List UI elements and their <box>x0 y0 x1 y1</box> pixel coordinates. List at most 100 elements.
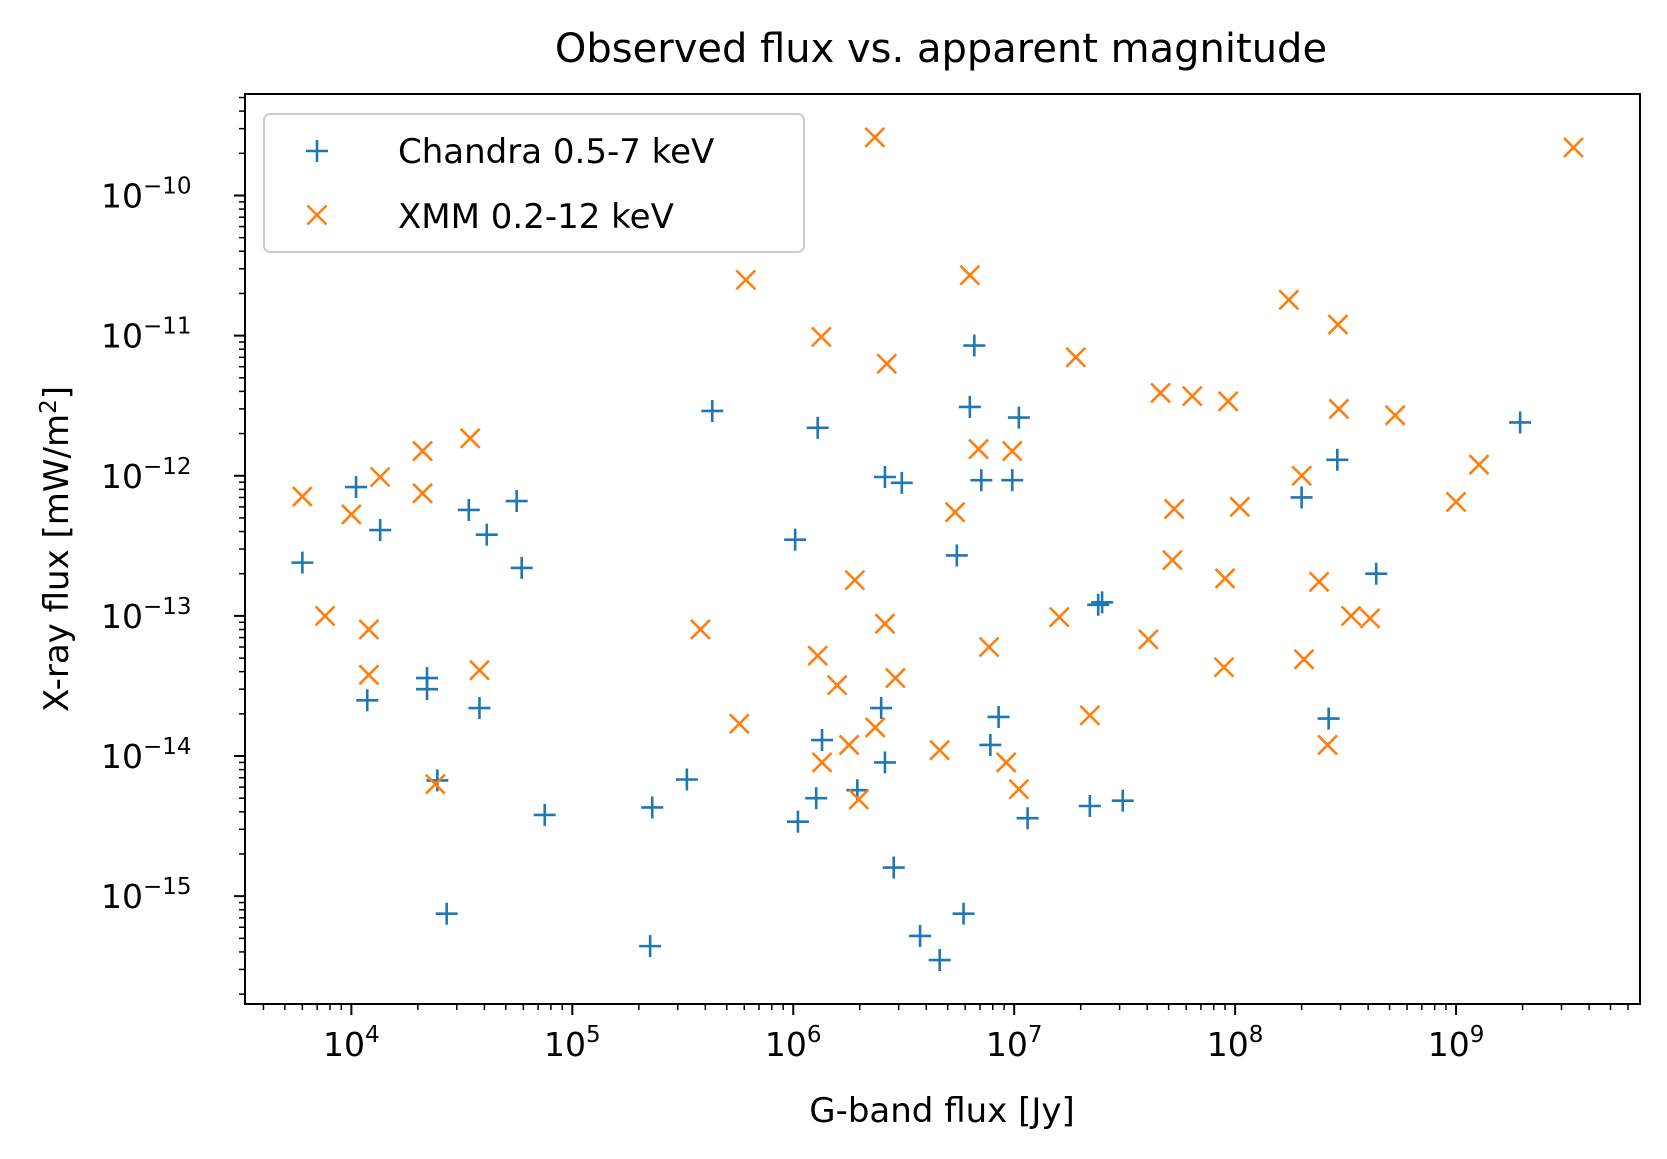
chandra-point <box>435 902 458 925</box>
xmm-point <box>1001 440 1023 462</box>
xmm-point <box>424 773 446 795</box>
chandra-point <box>1016 807 1039 830</box>
chandra-point <box>909 924 932 947</box>
y-tick-exp: −15 <box>143 874 192 900</box>
x-tick-base: 10 <box>323 1025 365 1064</box>
xmm-point <box>1308 571 1330 593</box>
chandra-point <box>457 498 480 521</box>
chart-title: Observed flux vs. apparent magnitude <box>555 26 1327 72</box>
xmm-point <box>1384 404 1406 426</box>
chandra-point <box>505 490 528 513</box>
xmm-point <box>358 619 380 640</box>
xmm-point <box>291 486 313 508</box>
xmm-point <box>1328 398 1350 420</box>
chandra-point <box>806 416 829 439</box>
xmm-point <box>1214 568 1236 589</box>
xmm-point <box>838 734 860 756</box>
legend-box <box>263 113 805 253</box>
chandra-point <box>1509 411 1532 434</box>
chandra-point <box>641 796 664 819</box>
y-axis-label-main: X-ray flux [mW/m <box>37 414 77 712</box>
y-axis-label-end: ] <box>37 386 77 399</box>
y-axis-label-sup: 2 <box>36 399 62 414</box>
chandra-point <box>970 469 993 492</box>
xmm-point <box>1445 491 1467 513</box>
chandra-point <box>701 399 724 422</box>
chandra-point <box>369 519 392 542</box>
xmm-point <box>1161 549 1183 571</box>
x-tick-label: 104 <box>323 1022 380 1064</box>
xmm-point <box>978 636 1000 658</box>
xmm-point <box>959 264 981 286</box>
chandra-point <box>510 556 533 579</box>
xmm-point <box>944 501 966 523</box>
xmm-point <box>1340 605 1362 627</box>
xmm-point <box>1293 648 1315 670</box>
x-tick-base: 10 <box>765 1025 807 1064</box>
chandra-point <box>533 803 556 826</box>
axes-layer: 104 105 106 107 108 10910−1510−1410−1310−1210… <box>101 96 1629 1064</box>
chandra-point <box>963 334 986 357</box>
legend-marker-xmm <box>306 204 328 226</box>
points-layer <box>291 126 1584 972</box>
xmm-point <box>1181 385 1203 407</box>
chandra-point <box>639 935 662 958</box>
y-tick-base: 10 <box>101 317 143 356</box>
chandra-point <box>952 902 975 925</box>
y-tick-base: 10 <box>101 457 143 496</box>
xmm-point <box>1079 704 1101 726</box>
chandra-point <box>945 544 968 567</box>
xmm-point <box>1468 454 1490 476</box>
chandra-point <box>1091 591 1114 614</box>
x-tick-exp: 8 <box>1249 1022 1264 1048</box>
x-tick-label: 107 <box>986 1022 1043 1064</box>
x-tick-exp: 6 <box>807 1022 822 1048</box>
x-tick-label: 109 <box>1428 1022 1485 1064</box>
xmm-point <box>874 613 896 635</box>
xmm-point <box>369 466 391 488</box>
x-tick-exp: 4 <box>365 1022 380 1048</box>
y-tick-exp: −12 <box>143 454 192 480</box>
xmm-point <box>811 752 833 773</box>
xmm-point <box>1150 382 1172 404</box>
xmm-point <box>810 326 832 348</box>
y-tick-label: 10−11 <box>101 314 192 356</box>
x-axis-label: G-band flux [Jy] <box>809 1091 1075 1131</box>
chandra-point <box>1111 789 1134 812</box>
chandra-point <box>873 465 896 488</box>
x-tick-label: 106 <box>765 1022 822 1064</box>
xmm-point <box>844 569 866 591</box>
xmm-point <box>728 713 750 735</box>
chandra-point <box>1290 486 1313 509</box>
xmm-point <box>1137 628 1159 650</box>
xmm-point <box>412 440 433 462</box>
xmm-point <box>1065 346 1087 368</box>
legend-label-xmm: XMM 0.2-12 keV <box>398 197 674 237</box>
chandra-point <box>958 395 981 418</box>
xmm-point <box>412 482 433 504</box>
xmm-point <box>995 752 1017 773</box>
xmm-point <box>1217 390 1239 412</box>
xmm-point <box>735 269 757 291</box>
xmm-point <box>689 619 711 640</box>
chandra-point <box>805 787 828 810</box>
xmm-point <box>968 438 990 460</box>
legend-marker-chandra <box>306 140 328 162</box>
x-tick-exp: 7 <box>1028 1022 1043 1048</box>
xmm-point <box>864 717 886 738</box>
chandra-point <box>675 768 698 791</box>
chandra-point <box>475 523 498 546</box>
chandra-point <box>1007 406 1030 429</box>
y-tick-base: 10 <box>101 877 143 916</box>
y-tick-base: 10 <box>101 176 143 215</box>
legend: Chandra 0.5-7 keV XMM 0.2-12 keV <box>263 113 805 253</box>
xmm-point <box>1327 314 1349 335</box>
xmm-point <box>1048 606 1070 628</box>
legend-label-chandra: Chandra 0.5-7 keV <box>398 132 714 172</box>
x-tick-exp: 9 <box>1470 1022 1485 1048</box>
y-tick-label: 10−12 <box>101 454 192 496</box>
xmm-point <box>848 789 870 810</box>
chandra-point <box>1001 469 1024 492</box>
x-tick-base: 10 <box>544 1025 586 1064</box>
